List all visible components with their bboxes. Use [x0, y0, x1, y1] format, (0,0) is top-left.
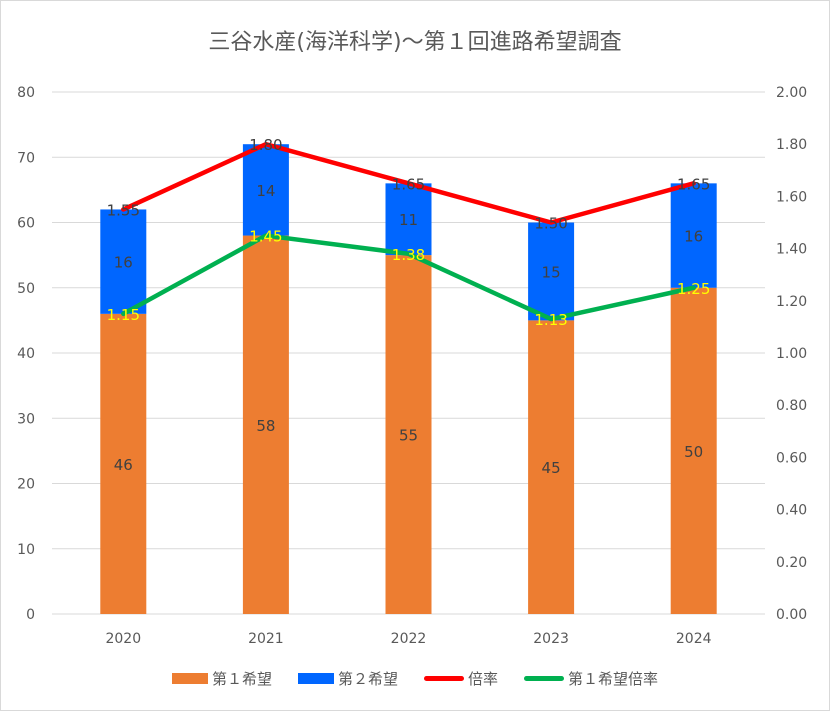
bar-第２希望: [528, 222, 575, 321]
bar-第２希望: [670, 183, 717, 288]
x-tick-label: 2021: [248, 631, 284, 647]
y-tick-label: 80: [17, 85, 35, 101]
legend-swatch: [524, 676, 565, 681]
bar-data-label: 58: [256, 417, 275, 435]
line-data-label: 1.15: [107, 306, 140, 324]
legend-label: 第２希望: [337, 670, 398, 688]
y-tick-label: 20: [17, 477, 35, 493]
legend-item: 第２希望: [297, 668, 398, 689]
bar-data-label: 55: [399, 427, 418, 445]
x-tick-label: 2020: [105, 631, 141, 647]
bar-第１希望: [385, 255, 432, 614]
legend-item: 第１希望倍率: [524, 668, 658, 689]
line-data-label: 1.38: [392, 246, 425, 264]
x-tick-label: 2022: [391, 631, 427, 647]
bar-第１希望: [528, 320, 575, 614]
y2-tick-label: 1.00: [776, 346, 807, 362]
y2-tick-label: 1.80: [776, 137, 807, 153]
legend-swatch: [171, 673, 208, 684]
y-tick-label: 60: [17, 216, 35, 232]
legend-label: 倍率: [468, 670, 499, 688]
y2-tick-label: 0.00: [776, 607, 807, 623]
y2-tick-label: 0.60: [776, 450, 807, 466]
line-data-label: 1.65: [392, 175, 425, 193]
y-tick-label: 50: [17, 281, 35, 297]
y-tick-label: 30: [17, 411, 35, 427]
line-data-label: 1.55: [107, 201, 140, 219]
y-tick-label: 0: [26, 607, 35, 623]
bar-data-label: 46: [114, 456, 133, 474]
y2-tick-label: 0.20: [776, 555, 807, 571]
legend: 第１希望 第２希望 倍率 第１希望倍率: [0, 668, 830, 689]
bar-data-label: 16: [684, 228, 703, 246]
y-tick-label: 70: [17, 150, 35, 166]
bar-data-label: 14: [256, 182, 275, 200]
y2-tick-label: 1.20: [776, 294, 807, 310]
bar-第１希望: [100, 313, 147, 614]
bar-第２希望: [242, 144, 289, 236]
legend-swatch: [424, 676, 464, 681]
y2-tick-label: 0.80: [776, 398, 807, 414]
bar-data-label: 11: [399, 211, 418, 229]
bar-data-label: 15: [542, 263, 561, 281]
bar-data-label: 50: [684, 443, 703, 461]
y2-tick-label: 2.00: [776, 85, 807, 101]
chart-title: 三谷水産(海洋科学)～第１回進路希望調査: [208, 30, 622, 55]
bar-data-label: 45: [542, 459, 561, 477]
line-data-label: 1.50: [534, 215, 567, 233]
legend-item: 第１希望: [171, 668, 272, 689]
line-第１希望倍率: [121, 233, 696, 322]
y2-tick-label: 1.40: [776, 242, 807, 258]
bar-第２希望: [385, 183, 432, 256]
x-tick-label: 2024: [676, 631, 712, 647]
y-tick-label: 10: [17, 542, 35, 558]
bar-data-label: 16: [114, 254, 133, 272]
line-data-label: 1.25: [677, 280, 710, 298]
line-data-label: 1.65: [677, 175, 710, 193]
line-data-label: 1.80: [249, 136, 282, 154]
legend-swatch: [297, 673, 334, 684]
legend-label: 第１希望倍率: [568, 670, 659, 688]
bar-第２希望: [100, 209, 147, 314]
y2-tick-label: 0.40: [776, 503, 807, 519]
y2-tick-label: 1.60: [776, 189, 807, 205]
line-data-label: 1.45: [249, 228, 282, 246]
line-倍率: [121, 141, 696, 225]
legend-item: 倍率: [424, 668, 498, 689]
x-tick-label: 2023: [533, 631, 569, 647]
bar-第１希望: [670, 287, 717, 614]
line-data-label: 1.13: [534, 311, 567, 329]
bar-第１希望: [242, 235, 289, 615]
legend-label: 第１希望: [211, 670, 272, 688]
y-tick-label: 40: [17, 346, 35, 362]
